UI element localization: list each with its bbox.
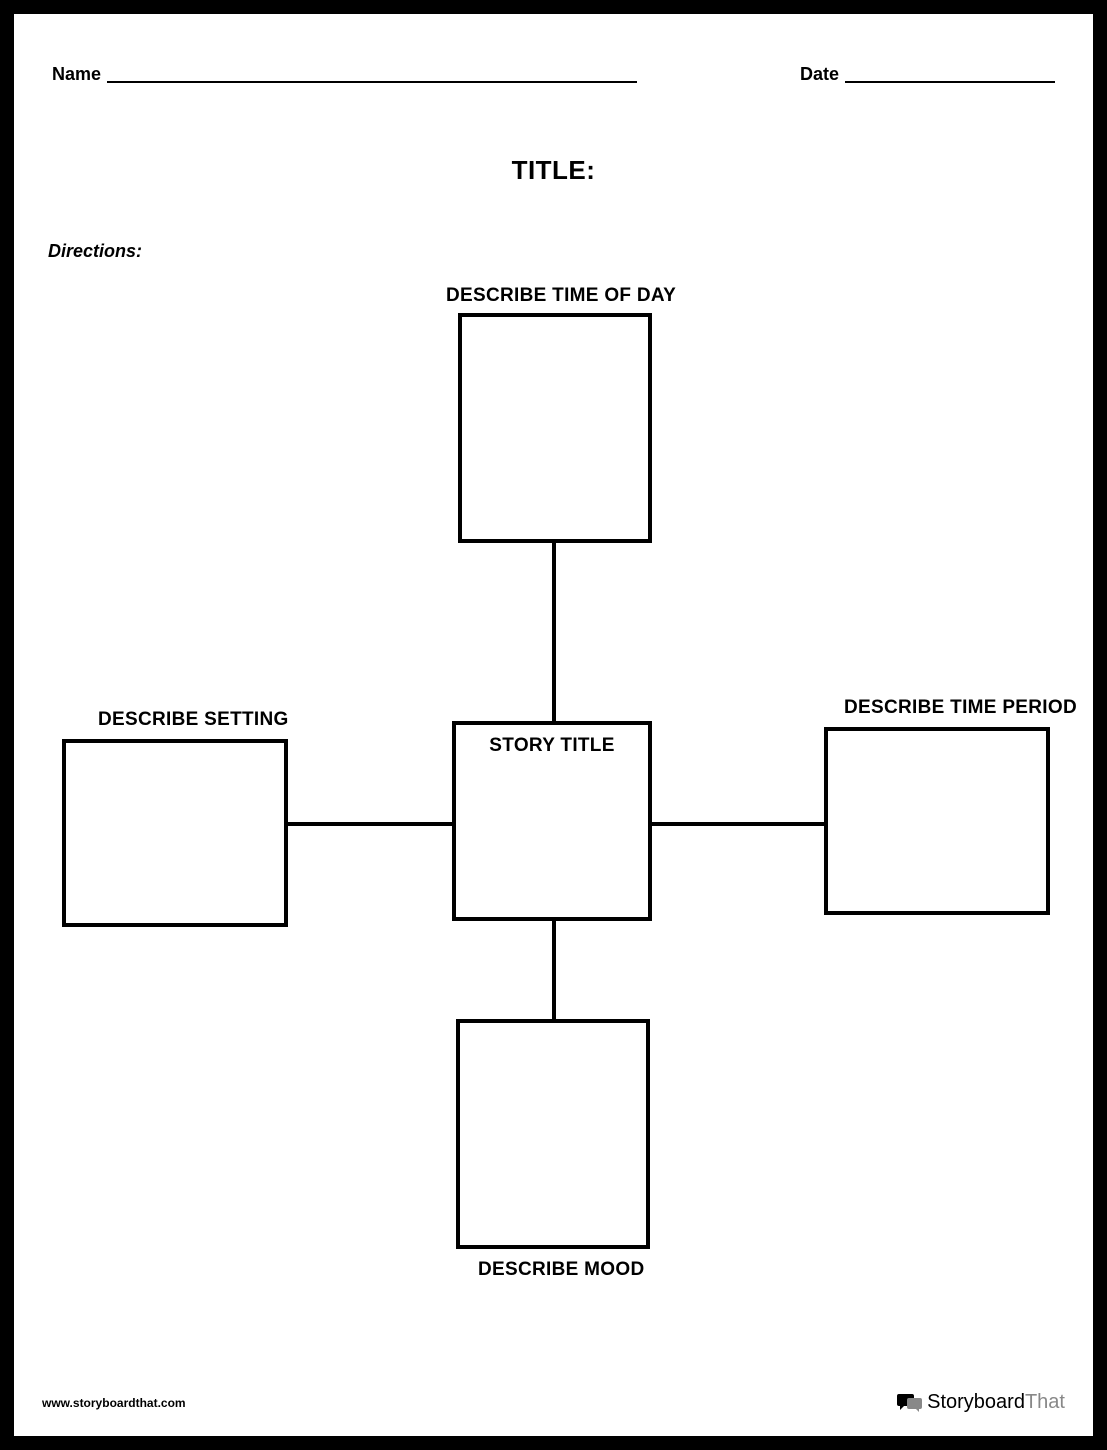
center-node-label: STORY TITLE bbox=[456, 725, 648, 757]
date-label: Date bbox=[800, 64, 839, 85]
chat-bubble-icon bbox=[897, 1392, 923, 1414]
right-node-box[interactable] bbox=[824, 727, 1050, 915]
header-row: Name Date bbox=[52, 64, 1055, 85]
footer-url: www.storyboardthat.com bbox=[42, 1396, 186, 1410]
worksheet-page: Name Date TITLE: Directions: DESCRIBE TI… bbox=[14, 14, 1093, 1436]
top-node-label: DESCRIBE TIME OF DAY bbox=[446, 285, 676, 307]
footer-brand-b: That bbox=[1025, 1391, 1065, 1413]
left-node-label: DESCRIBE SETTING bbox=[98, 709, 289, 731]
name-label: Name bbox=[52, 64, 101, 85]
directions-row: Directions: bbox=[48, 241, 1065, 262]
footer: www.storyboardthat.com StoryboardThat bbox=[42, 1391, 1065, 1414]
top-node-box[interactable] bbox=[458, 313, 652, 543]
spider-map-diagram: DESCRIBE TIME OF DAY DESCRIBE SETTING DE… bbox=[42, 277, 1065, 1287]
connector-top bbox=[552, 543, 556, 721]
bottom-node-box[interactable] bbox=[456, 1019, 650, 1249]
title-row: TITLE: bbox=[42, 155, 1065, 186]
footer-brand: StoryboardThat bbox=[927, 1391, 1065, 1414]
directions-label: Directions: bbox=[48, 241, 142, 261]
footer-logo: StoryboardThat bbox=[897, 1391, 1065, 1414]
center-node-box[interactable]: STORY TITLE bbox=[452, 721, 652, 921]
connector-right bbox=[652, 822, 824, 826]
name-field: Name bbox=[52, 64, 637, 85]
title-label: TITLE: bbox=[512, 155, 596, 185]
date-field: Date bbox=[800, 64, 1055, 85]
left-node-box[interactable] bbox=[62, 739, 288, 927]
connector-left bbox=[288, 822, 452, 826]
bottom-node-label: DESCRIBE MOOD bbox=[478, 1259, 644, 1281]
name-input-line[interactable] bbox=[107, 81, 637, 83]
right-node-label: DESCRIBE TIME PERIOD bbox=[844, 697, 1077, 719]
footer-brand-a: Storyboard bbox=[927, 1391, 1025, 1413]
connector-bottom bbox=[552, 921, 556, 1019]
date-input-line[interactable] bbox=[845, 81, 1055, 83]
